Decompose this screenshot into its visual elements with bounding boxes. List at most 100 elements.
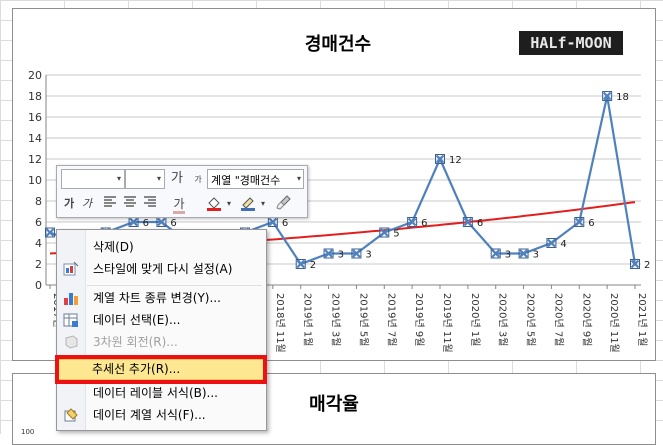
menu-item-label: 3차원 회전(R)...	[93, 335, 178, 349]
chart2-title: 매각율	[309, 394, 359, 415]
data-label: 18	[616, 92, 629, 103]
chevron-down-icon[interactable]: ▾	[260, 199, 265, 208]
y-tick-label: 12	[28, 153, 42, 166]
series-marker	[379, 227, 390, 238]
y-tick-label: 20	[28, 69, 42, 82]
y-tick-label: 16	[28, 111, 42, 124]
data-label: 3	[365, 250, 371, 261]
outline-color-button[interactable]	[237, 194, 259, 214]
series-marker	[490, 248, 501, 259]
x-tick-label: 2018년 11월	[274, 293, 286, 353]
marker-x	[547, 238, 556, 248]
marker-x	[491, 249, 500, 258]
reset-style-icon	[63, 261, 79, 276]
marker-x	[324, 249, 333, 258]
series-marker	[407, 217, 418, 227]
data-label: 5	[393, 229, 399, 240]
series-marker	[462, 217, 473, 227]
y-tick-label: 10	[28, 174, 42, 187]
align-right-button[interactable]	[141, 195, 159, 215]
series-marker	[351, 248, 362, 259]
align-left-button[interactable]	[101, 195, 119, 215]
x-tick-label: 2020년 1월	[469, 293, 481, 346]
y-tick-label: 2	[35, 258, 42, 271]
brush-icon	[276, 195, 291, 210]
align-right-icon	[144, 196, 156, 207]
selection-handle	[574, 217, 585, 227]
data-label: 6	[170, 218, 176, 229]
series-marker	[295, 259, 306, 269]
selection-handle	[435, 154, 445, 164]
menu-item-change-chart-type[interactable]: 계열 차트 종류 변경(Y)...	[57, 287, 266, 309]
data-label: 4	[560, 239, 566, 250]
menu-item-3d-rotation[interactable]: 3차원 회전(R)...	[57, 331, 266, 353]
x-tick-label: 2020년 11월	[608, 293, 620, 353]
selection-handle	[295, 259, 306, 269]
data-label: 2	[644, 260, 650, 271]
chevron-down-icon[interactable]: ▾	[296, 174, 301, 183]
shrink-font-button[interactable]: 가	[190, 169, 206, 189]
data-label: 6	[588, 218, 594, 229]
data-label: 2	[310, 260, 316, 271]
data-label: 3	[505, 250, 511, 261]
marker-x	[380, 228, 389, 237]
annotation-red-box	[55, 355, 267, 384]
chevron-down-icon[interactable]: ▾	[156, 174, 161, 183]
selection-handle	[546, 238, 557, 248]
chart2-y-tick: 100	[21, 428, 35, 436]
align-center-button[interactable]	[121, 195, 139, 215]
data-label: 6	[143, 218, 149, 229]
menu-item-format-data-series[interactable]: 데이터 계열 서식(F)...	[57, 404, 266, 426]
font-name-box[interactable]: ▾	[61, 169, 125, 189]
bold-button[interactable]: 가	[61, 194, 77, 214]
grow-font-button[interactable]: 가	[168, 169, 186, 189]
menu-item-label: 삭제(D)	[93, 240, 134, 254]
menu-item-label: 계열 차트 종류 변경(Y)...	[93, 291, 221, 305]
selection-handle	[323, 248, 334, 259]
selection-handle	[351, 248, 362, 259]
selection-handle	[379, 227, 390, 238]
font-color-button[interactable]: 가	[169, 194, 189, 214]
marker-x	[463, 217, 473, 227]
menu-separator	[87, 285, 262, 286]
select-data-icon	[63, 313, 78, 327]
x-tick-label: 2019년 7월	[385, 293, 397, 346]
x-tick-label: 2019년 3월	[330, 293, 342, 346]
data-label: 3	[533, 250, 539, 261]
half-moon-logo: HALf-MOON	[519, 31, 623, 55]
chevron-down-icon[interactable]: ▾	[226, 199, 231, 208]
marker-x	[45, 228, 55, 237]
series-line[interactable]	[49, 95, 637, 266]
italic-button[interactable]: 가	[79, 194, 95, 214]
fill-color-button[interactable]	[203, 194, 225, 214]
x-tick-label: 2019년 11월	[441, 293, 453, 353]
marker-x	[435, 154, 445, 164]
font-size-box[interactable]: ▾	[125, 169, 165, 189]
shrink-font-label: 가	[194, 175, 202, 184]
data-label: 6	[477, 218, 483, 229]
series-marker	[45, 227, 55, 238]
menu-item-delete[interactable]: 삭제(D)	[57, 236, 266, 258]
marker-x	[352, 249, 361, 258]
menu-item-reset-style[interactable]: 스타일에 맞게 다시 설정(A)	[57, 258, 266, 280]
x-tick-label: 2019년 5월	[357, 293, 369, 346]
menu-icon-gutter	[57, 230, 86, 430]
selection-handle	[490, 248, 501, 259]
menu-item-label: 데이터 계열 서식(F)...	[93, 408, 206, 422]
menu-item-add-trendline-highlighted[interactable]: 추세선 추가(R)...	[92, 362, 181, 376]
series-marker	[518, 248, 529, 259]
x-tick-label: 2020년 9월	[580, 293, 592, 346]
x-tick-label: 2019년 9월	[413, 293, 425, 346]
y-tick-label: 8	[35, 195, 42, 208]
menu-item-format-data-labels[interactable]: 데이터 레이블 서식(B)...	[57, 382, 266, 404]
data-label: 12	[449, 155, 462, 166]
selection-handle	[407, 217, 418, 227]
format-painter-button[interactable]	[273, 194, 295, 214]
align-center-icon	[124, 196, 136, 207]
menu-item-add-trendline[interactable]: 추세선 추가(R)...	[57, 360, 266, 382]
chevron-down-icon[interactable]: ▾	[116, 174, 121, 183]
menu-item-select-data[interactable]: 데이터 선택(E)...	[57, 309, 266, 331]
marker-x	[129, 217, 138, 227]
data-label: 3	[338, 250, 344, 261]
series-select-box[interactable]: 계열 "경매건수 ▾	[207, 169, 304, 189]
